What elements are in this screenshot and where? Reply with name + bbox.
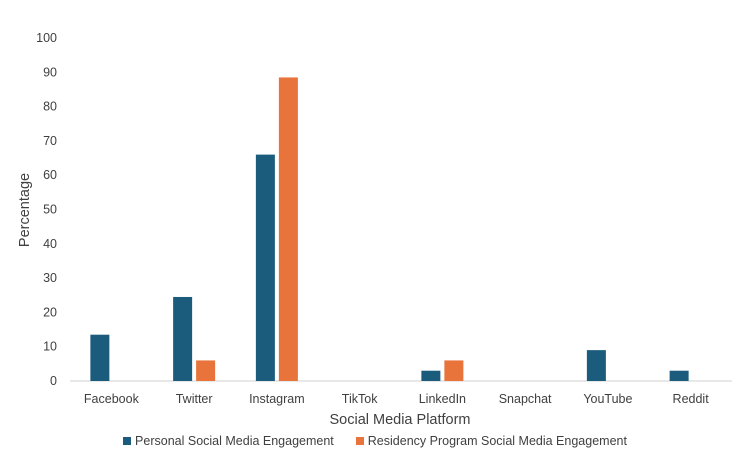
- legend: Personal Social Media Engagement Residen…: [0, 434, 750, 448]
- legend-swatch-residency: [355, 437, 364, 445]
- x-tick-label: LinkedIn: [419, 392, 466, 406]
- legend-label-personal: Personal Social Media Engagement: [135, 434, 334, 448]
- y-tick-label: 50: [43, 203, 57, 217]
- bars-group: [90, 77, 689, 381]
- bar-personal-youtube: [586, 350, 606, 381]
- y-tick-label: 20: [43, 305, 57, 319]
- x-tick-label: Instagram: [249, 392, 305, 406]
- y-tick-label: 70: [43, 134, 57, 148]
- legend-label-residency: Residency Program Social Media Engagemen…: [367, 434, 627, 448]
- x-tick-label: Snapchat: [499, 392, 552, 406]
- y-tick-label: 60: [43, 168, 57, 182]
- bar-personal-instagram: [255, 154, 275, 381]
- bar-residency-linkedin: [444, 360, 464, 381]
- x-tick-label: TikTok: [342, 392, 378, 406]
- y-tick-label: 40: [43, 237, 57, 251]
- y-axis-title: Percentage: [17, 173, 33, 247]
- legend-item-personal: Personal Social Media Engagement: [123, 434, 334, 448]
- y-tick-label: 10: [43, 340, 57, 354]
- bar-residency-twitter: [196, 360, 216, 381]
- x-tick-label: Facebook: [84, 392, 140, 406]
- y-tick-label: 80: [43, 100, 57, 114]
- bar-personal-twitter: [173, 296, 193, 381]
- bar-personal-facebook: [90, 334, 110, 381]
- bar-personal-reddit: [669, 370, 689, 381]
- y-tick-label: 100: [36, 31, 57, 45]
- y-axis-ticks: 0 10 20 30 40 50 60 70 80 90 100: [36, 31, 57, 388]
- legend-swatch-personal: [123, 437, 132, 445]
- x-tick-label: Twitter: [176, 392, 213, 406]
- bar-residency-instagram: [278, 77, 298, 381]
- x-axis-title: Social Media Platform: [329, 412, 470, 428]
- bar-personal-linkedin: [421, 370, 441, 381]
- legend-item-residency: Residency Program Social Media Engagemen…: [355, 434, 627, 448]
- x-tick-label: YouTube: [583, 392, 632, 406]
- y-tick-label: 90: [43, 65, 57, 79]
- y-tick-label: 0: [50, 374, 57, 388]
- x-tick-label: Reddit: [673, 392, 710, 406]
- x-axis-ticks: Facebook Twitter Instagram TikTok LinkedIn Sn…: [84, 392, 709, 406]
- y-tick-label: 30: [43, 271, 57, 285]
